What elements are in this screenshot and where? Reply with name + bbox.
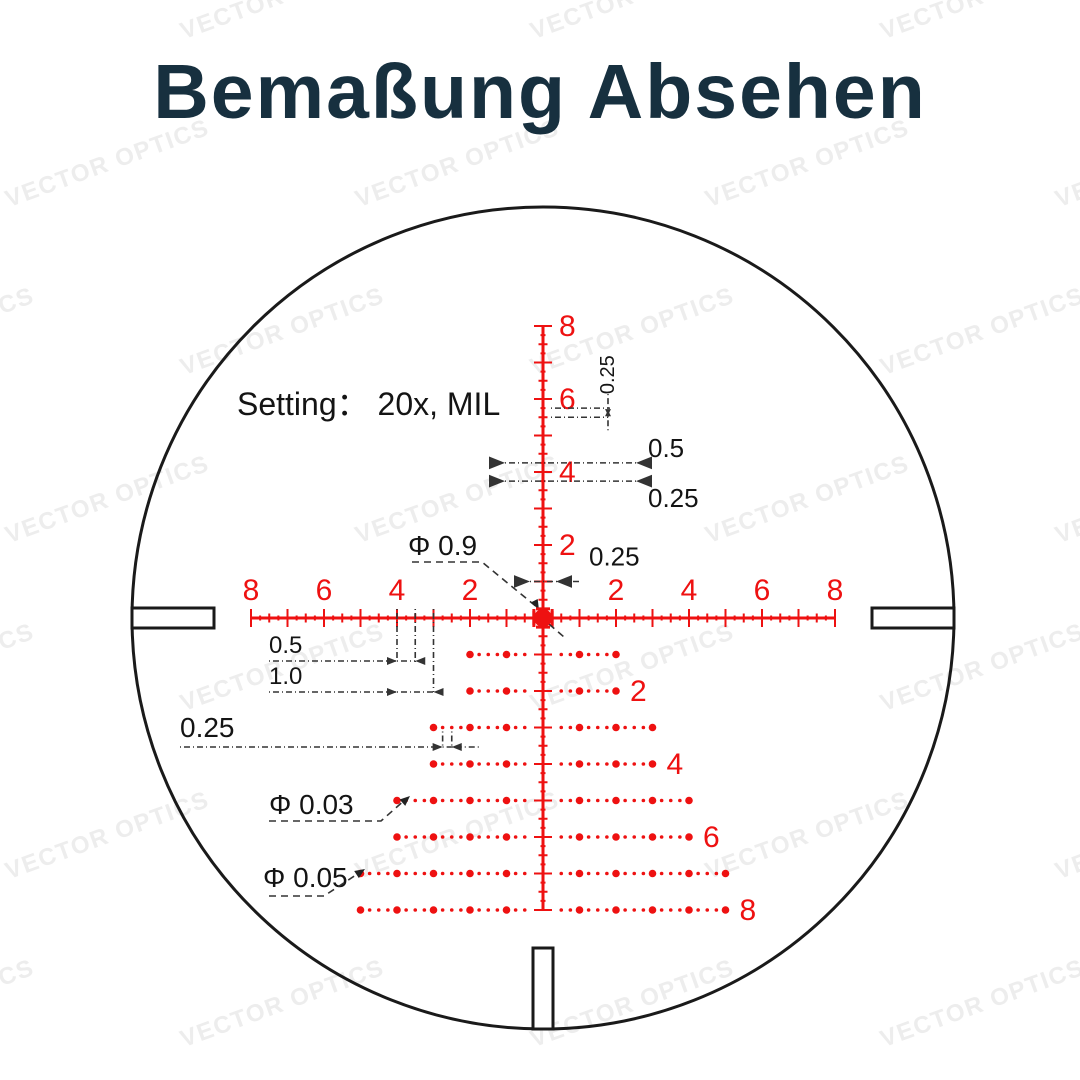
svg-text:4: 4	[389, 574, 406, 607]
svg-text:Φ 0.03: Φ 0.03	[269, 789, 354, 820]
svg-text:2: 2	[608, 574, 625, 607]
svg-text:8: 8	[740, 894, 757, 927]
svg-text:6: 6	[703, 821, 720, 854]
svg-text:4: 4	[681, 574, 698, 607]
svg-text:0.5: 0.5	[648, 433, 684, 463]
svg-text:0.25: 0.25	[589, 542, 640, 572]
svg-text:4: 4	[667, 748, 684, 781]
svg-text:2: 2	[559, 529, 576, 562]
svg-text:8: 8	[559, 310, 576, 343]
svg-text:6: 6	[754, 574, 771, 607]
svg-text:Setting： 20x, MIL: Setting： 20x, MIL	[237, 386, 500, 422]
svg-text:8: 8	[827, 574, 844, 607]
svg-text:8: 8	[243, 574, 260, 607]
svg-text:2: 2	[630, 675, 647, 708]
svg-text:0.25: 0.25	[648, 483, 699, 513]
svg-text:0.25: 0.25	[180, 712, 235, 743]
svg-text:0.5: 0.5	[269, 632, 302, 659]
svg-text:0.25: 0.25	[597, 355, 619, 394]
svg-text:6: 6	[559, 383, 576, 416]
svg-text:Φ 0.05: Φ 0.05	[263, 862, 348, 893]
svg-text:2: 2	[462, 574, 479, 607]
svg-text:1.0: 1.0	[269, 663, 302, 690]
svg-text:Φ 0.9: Φ 0.9	[408, 530, 477, 561]
svg-text:6: 6	[316, 574, 333, 607]
svg-text:4: 4	[559, 456, 576, 489]
